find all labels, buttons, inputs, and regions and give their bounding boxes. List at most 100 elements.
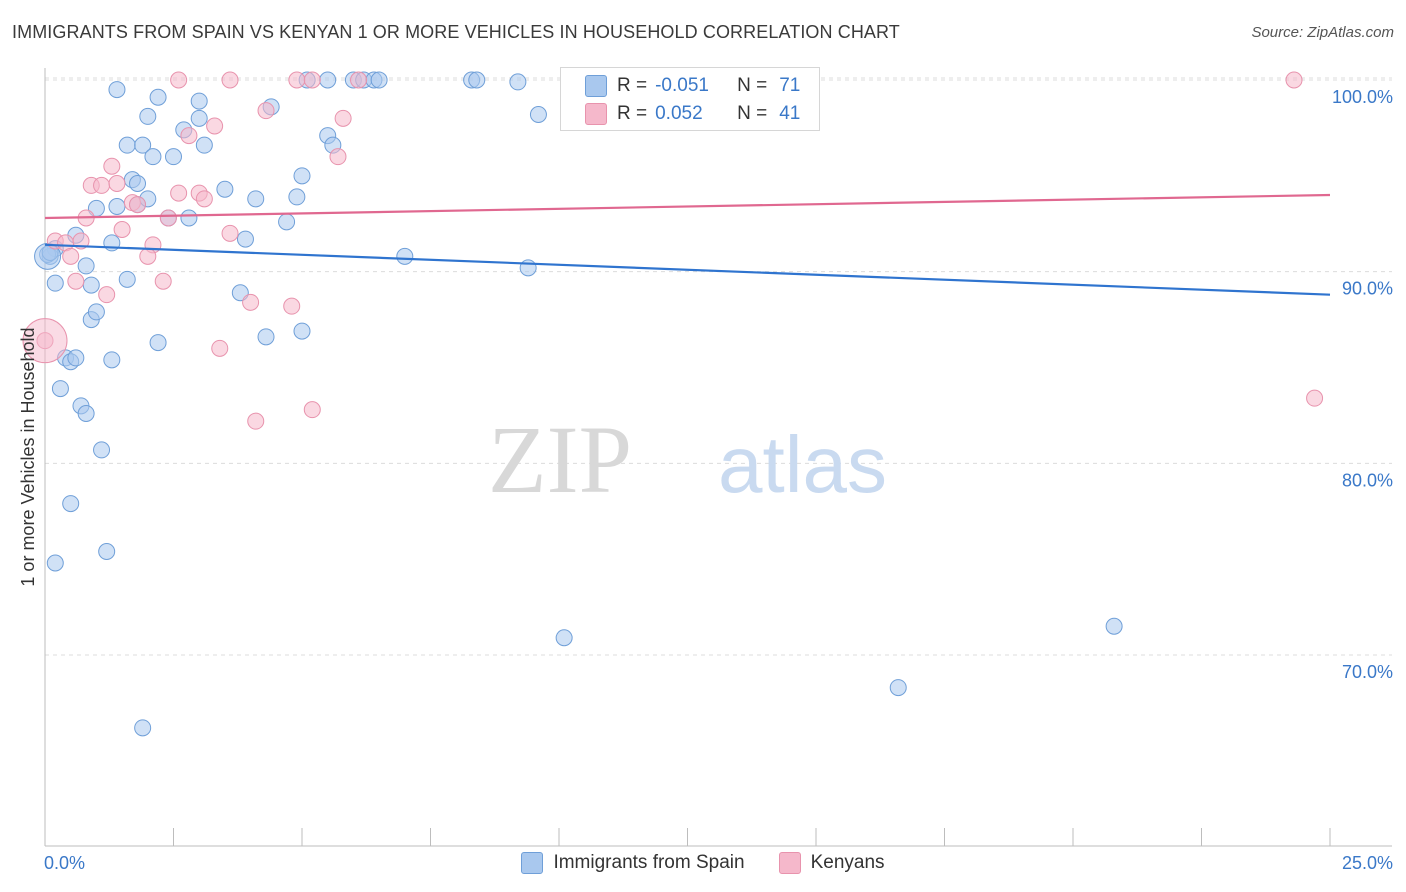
- point-kenyans: [288, 71, 306, 89]
- y-tick-label: 80.0%: [1342, 470, 1393, 490]
- y-tick-label: 70.0%: [1342, 662, 1393, 682]
- point-kenyans: [113, 221, 131, 238]
- point-kenyans: [283, 297, 301, 315]
- point-spain: [288, 188, 306, 206]
- trend-line-spain: [44, 243, 1331, 296]
- stats-swatch-kenyans: [585, 103, 607, 125]
- watermark-atlas: atlas: [718, 420, 887, 509]
- legend: Immigrants from Spain Kenyans: [0, 852, 1406, 874]
- point-spain: [293, 322, 311, 340]
- point-kenyans: [170, 184, 188, 202]
- point-kenyans-cluster: [22, 318, 68, 364]
- point-spain: [319, 71, 337, 89]
- axes: [44, 68, 1392, 847]
- point-spain: [278, 213, 296, 231]
- point-spain: [134, 136, 152, 154]
- stats-r-label: R =: [617, 103, 648, 124]
- point-kenyans: [1285, 71, 1303, 89]
- point-spain: [529, 106, 547, 123]
- point-kenyans: [62, 247, 80, 265]
- stats-row-kenyans: R = 0.052 N = 41: [585, 101, 800, 127]
- point-spain: [149, 88, 167, 106]
- point-kenyans: [257, 102, 275, 120]
- series-immigrants-from-spain: [34, 71, 1123, 737]
- point-spain: [108, 81, 126, 99]
- point-spain: [180, 209, 198, 227]
- legend-item-spain[interactable]: Immigrants from Spain: [521, 852, 745, 874]
- point-spain: [509, 73, 527, 91]
- point-kenyans: [242, 293, 260, 311]
- watermark: ZIP atlas: [488, 406, 887, 513]
- point-spain: [149, 334, 167, 352]
- trend-lines: [44, 193, 1331, 296]
- point-spain: [77, 257, 95, 275]
- point-kenyans: [350, 71, 368, 89]
- point-spain: [468, 71, 486, 89]
- point-kenyans: [98, 286, 116, 304]
- point-spain: [77, 405, 95, 422]
- point-kenyans: [139, 247, 157, 265]
- point-kenyans: [206, 117, 224, 135]
- trend-line-kenyans: [44, 193, 1331, 220]
- gridlines: [45, 77, 1392, 656]
- stats-swatch-spain: [585, 75, 607, 97]
- stats-box: R = -0.051 N = 71 R = 0.052 N = 41: [560, 67, 820, 131]
- legend-swatch-spain: [521, 852, 544, 874]
- point-kenyans: [103, 157, 121, 175]
- point-spain: [118, 136, 136, 154]
- point-spain: [257, 328, 275, 346]
- legend-item-kenyans[interactable]: Kenyans: [778, 852, 885, 874]
- stats-n-value: 71: [779, 75, 801, 96]
- point-spain: [82, 276, 100, 294]
- watermark-zip: ZIP: [488, 406, 632, 513]
- y-tick-label: 90.0%: [1342, 279, 1393, 299]
- point-spain: [98, 543, 116, 560]
- point-spain: [144, 148, 162, 166]
- point-spain: [216, 180, 234, 198]
- point-spain: [165, 148, 182, 166]
- chart-source: Source: ZipAtlas.com: [1251, 24, 1394, 41]
- point-spain: [889, 679, 907, 697]
- point-spain: [93, 441, 111, 459]
- point-spain: [118, 270, 136, 288]
- point-kenyans: [303, 71, 321, 89]
- point-spain: [190, 92, 208, 110]
- point-spain: [396, 247, 414, 265]
- point-spain: [51, 380, 69, 398]
- point-kenyans: [329, 148, 347, 166]
- point-spain: [87, 303, 105, 321]
- x-tick-label: 0.0%: [44, 853, 85, 873]
- point-kenyans: [129, 196, 147, 214]
- stats-r-value: 0.052: [655, 103, 703, 124]
- y-tick-label: 100.0%: [1332, 87, 1393, 107]
- point-kenyans: [67, 272, 85, 290]
- point-kenyans: [221, 224, 239, 242]
- point-kenyans: [303, 401, 321, 419]
- point-spain: [247, 190, 265, 208]
- point-kenyans: [180, 127, 198, 145]
- stats-n-label: N =: [737, 75, 768, 96]
- legend-label-spain: Immigrants from Spain: [553, 852, 745, 873]
- point-kenyans: [93, 176, 111, 194]
- point-kenyans: [108, 175, 126, 192]
- point-kenyans: [170, 71, 188, 89]
- point-spain: [519, 259, 537, 277]
- stats-r-label: R =: [617, 75, 648, 96]
- point-kenyans: [247, 412, 265, 430]
- legend-label-kenyans: Kenyans: [810, 852, 885, 873]
- point-spain: [46, 274, 64, 292]
- legend-swatch-kenyans: [778, 852, 801, 874]
- point-spain: [370, 71, 388, 89]
- tick-labels: 70.0% 80.0% 90.0% 100.0% 0.0% 25.0%: [44, 87, 1393, 873]
- point-spain: [195, 136, 213, 154]
- point-spain: [190, 109, 208, 127]
- stats-n-value: 41: [779, 103, 801, 124]
- point-spain: [293, 167, 311, 185]
- point-spain: [62, 495, 80, 513]
- point-kenyans: [154, 272, 172, 290]
- y-axis-label: 1 or more Vehicles in Household: [18, 327, 38, 586]
- point-spain: [1105, 617, 1123, 635]
- stats-row-spain: R = -0.051 N = 71: [585, 73, 800, 99]
- stats-r-value: -0.051: [655, 75, 709, 96]
